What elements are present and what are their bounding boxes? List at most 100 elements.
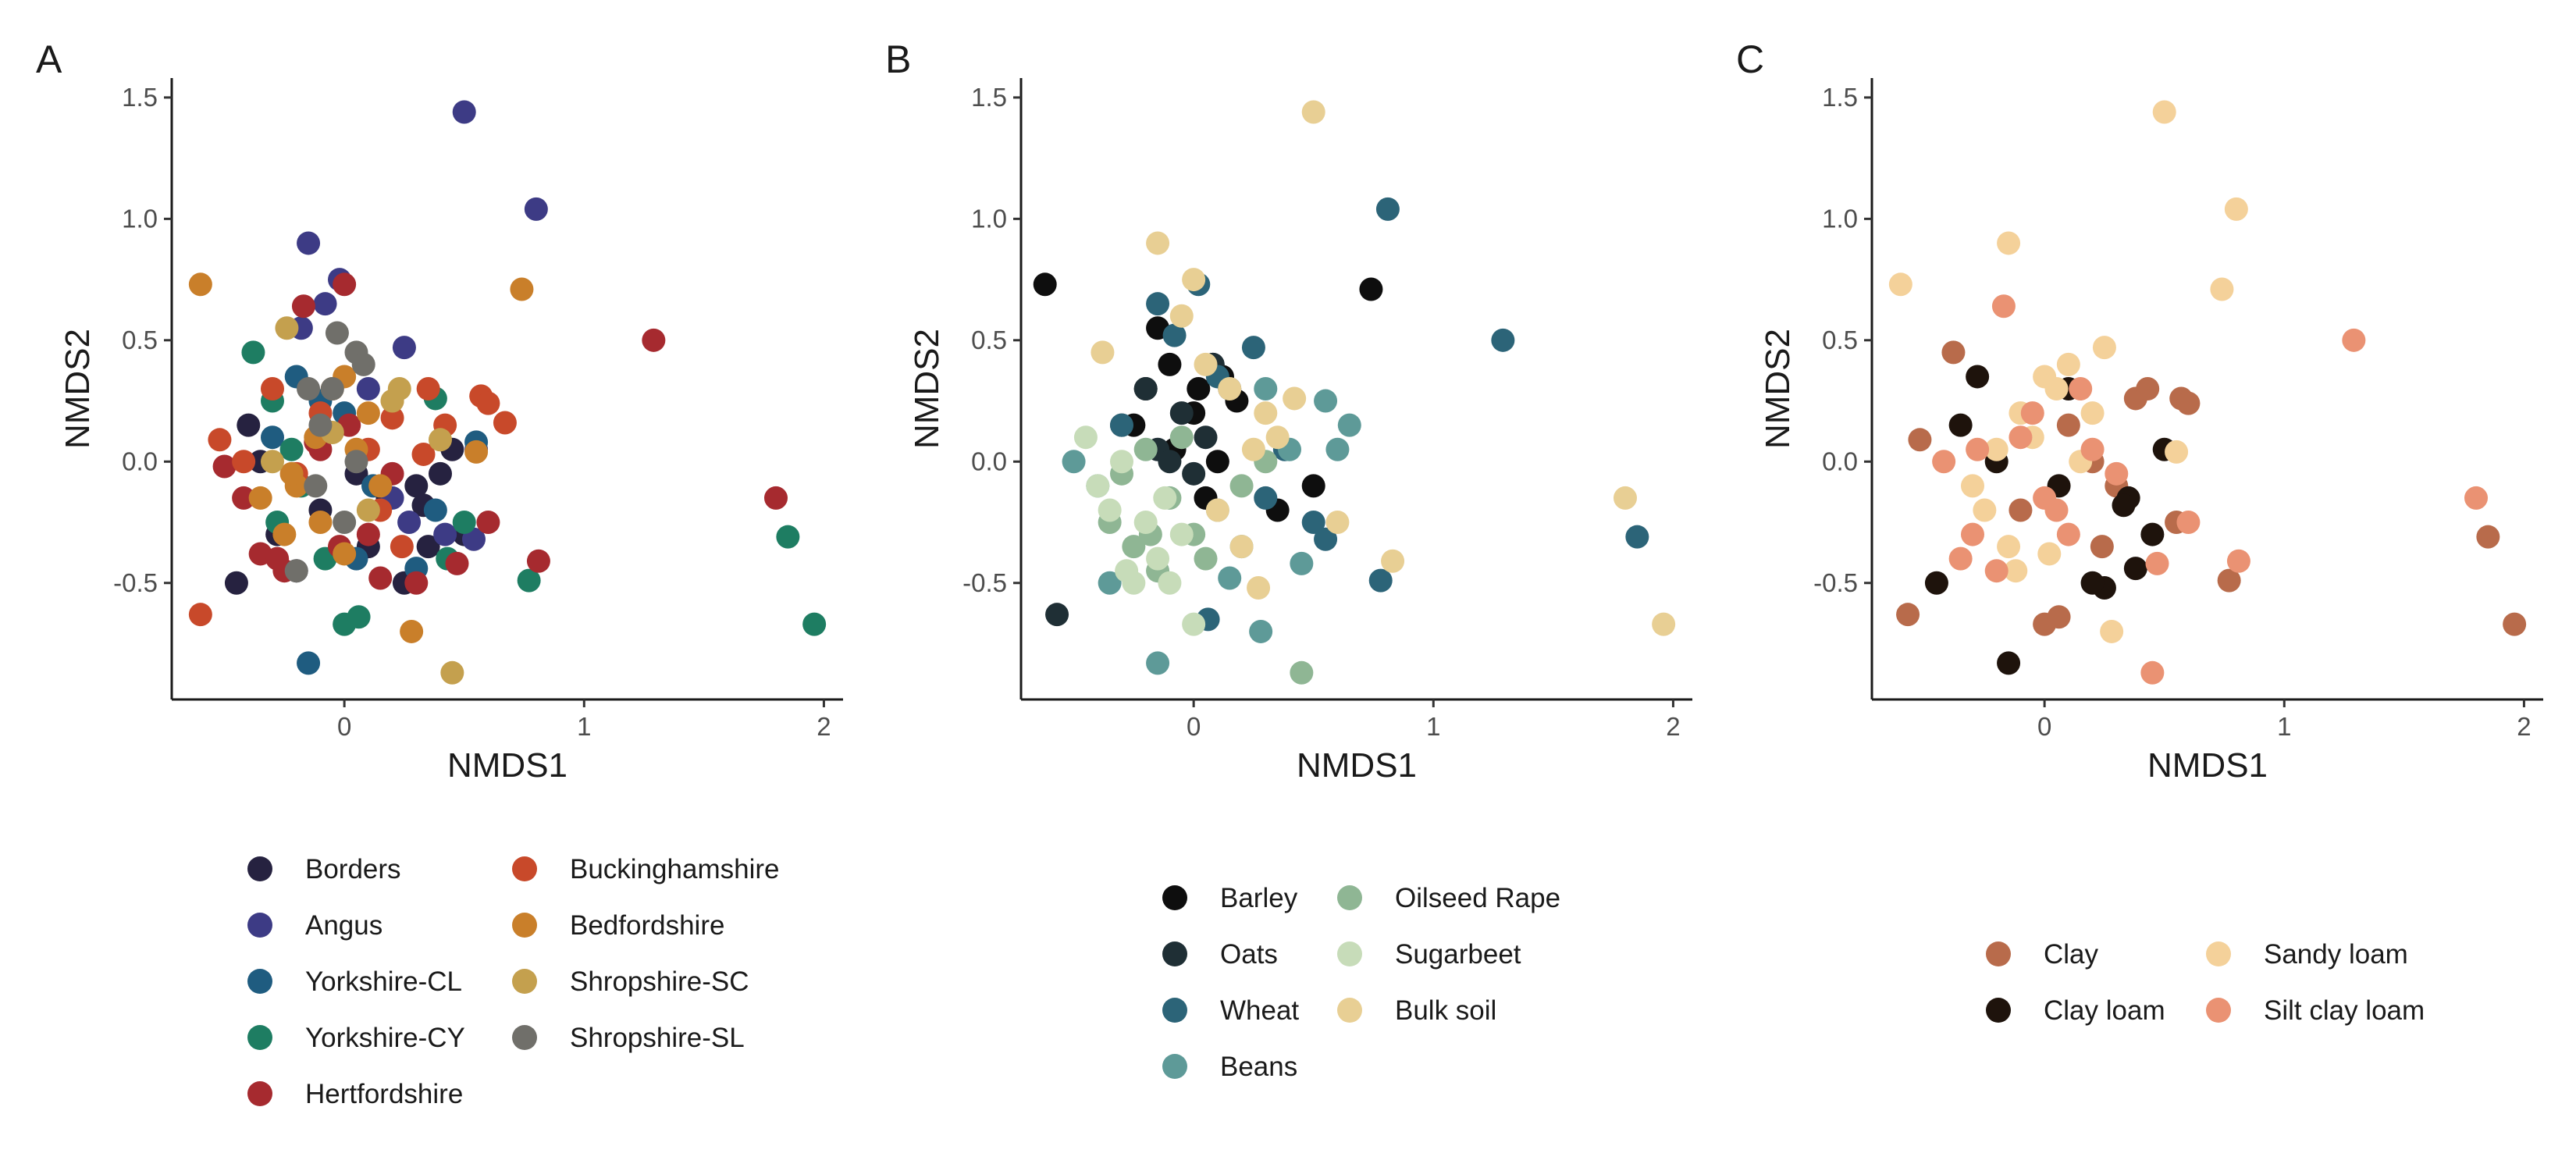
data-point bbox=[2056, 522, 2080, 546]
legend-item: Hertfordshire bbox=[247, 1079, 463, 1109]
y-tick-label: 0.0 bbox=[122, 447, 158, 475]
y-tick-label: 0.5 bbox=[971, 326, 1007, 354]
data-point bbox=[1045, 603, 1069, 627]
data-point bbox=[1359, 277, 1383, 301]
legend: Clay Clay loam Sandy loam Silt clay loam bbox=[1986, 939, 2425, 1026]
data-point bbox=[2140, 522, 2165, 546]
x-tick-label: 1 bbox=[1426, 712, 1440, 741]
data-point bbox=[1146, 651, 1170, 675]
legend-swatch bbox=[2206, 998, 2231, 1023]
data-point bbox=[261, 425, 284, 450]
data-point bbox=[1908, 428, 1932, 452]
data-point bbox=[1110, 413, 1133, 437]
data-point bbox=[1098, 498, 1122, 522]
data-point bbox=[416, 535, 440, 559]
legend-label: Yorkshire-CY bbox=[305, 1023, 465, 1053]
data-point bbox=[526, 549, 550, 573]
data-point bbox=[272, 522, 297, 546]
x-tick-label: 2 bbox=[817, 712, 831, 741]
data-point bbox=[2020, 401, 2044, 425]
data-point bbox=[1375, 197, 1400, 221]
data-point bbox=[224, 571, 248, 595]
data-point bbox=[510, 277, 534, 301]
legend-swatch bbox=[247, 1081, 272, 1106]
data-point bbox=[333, 542, 357, 566]
data-point bbox=[1984, 559, 2008, 583]
data-point bbox=[2092, 336, 2116, 360]
data-point bbox=[2080, 401, 2105, 425]
data-point bbox=[1301, 100, 1325, 124]
y-tick-label: 1.0 bbox=[122, 204, 158, 233]
data-point bbox=[1194, 425, 1218, 450]
data-point bbox=[297, 377, 321, 400]
data-point bbox=[2056, 413, 2080, 437]
legend-label: Oats bbox=[1220, 939, 1278, 970]
data-point bbox=[325, 321, 349, 345]
legend-label: Oilseed Rape bbox=[1395, 883, 1560, 913]
legend-item: Shropshire-SL bbox=[512, 1023, 745, 1053]
legend-swatch bbox=[512, 856, 537, 881]
panel-letter: A bbox=[36, 37, 62, 81]
data-point bbox=[1153, 486, 1177, 510]
data-point bbox=[440, 660, 464, 685]
data-point bbox=[404, 571, 429, 595]
x-axis-title: NMDS1 bbox=[447, 746, 568, 785]
x-tick-label: 1 bbox=[577, 712, 591, 741]
x-tick-label: 2 bbox=[1666, 712, 1680, 741]
data-point bbox=[188, 272, 212, 297]
data-point bbox=[2123, 557, 2147, 581]
legend-label: Buckinghamshire bbox=[570, 854, 779, 884]
data-point bbox=[1991, 294, 2016, 319]
y-tick-label: -0.5 bbox=[113, 568, 158, 597]
legend-label: Silt clay loam bbox=[2264, 995, 2425, 1026]
y-tick-label: 1.0 bbox=[971, 204, 1007, 233]
data-point bbox=[380, 389, 404, 413]
data-point bbox=[462, 527, 486, 551]
data-point bbox=[1086, 474, 1110, 498]
legend-label: Sugarbeet bbox=[1395, 939, 1521, 970]
data-point bbox=[1146, 231, 1170, 255]
data-point bbox=[275, 316, 299, 340]
data-point bbox=[1158, 571, 1182, 595]
data-point bbox=[344, 450, 368, 474]
data-point bbox=[2080, 571, 2105, 595]
data-point bbox=[452, 511, 476, 535]
legend-label: Sandy loam bbox=[2264, 939, 2408, 970]
data-point bbox=[1966, 365, 1990, 389]
data-point bbox=[452, 100, 476, 124]
data-point bbox=[261, 450, 284, 474]
legend-swatch bbox=[247, 856, 272, 881]
data-point bbox=[2100, 619, 2124, 643]
legend-swatch bbox=[1162, 941, 1187, 966]
legend-label: Borders bbox=[305, 854, 401, 884]
data-point bbox=[1337, 413, 1361, 437]
legend-swatch bbox=[247, 969, 272, 994]
data-point bbox=[1229, 474, 1254, 498]
x-tick-label: 0 bbox=[2037, 712, 2051, 741]
data-point bbox=[347, 605, 371, 629]
data-point bbox=[2140, 660, 2165, 685]
data-point bbox=[493, 411, 517, 435]
data-point bbox=[232, 486, 256, 510]
legend-item: Oats bbox=[1162, 939, 1278, 970]
data-point bbox=[2056, 352, 2080, 376]
legend-swatch bbox=[1337, 941, 1362, 966]
data-point bbox=[1325, 511, 1350, 535]
legend-label: Bulk soil bbox=[1395, 995, 1496, 1026]
legend-item: Oilseed Rape bbox=[1337, 883, 1560, 913]
legend-item: Yorkshire-CL bbox=[247, 966, 462, 997]
data-point bbox=[423, 498, 447, 522]
data-point bbox=[2037, 542, 2062, 566]
legend-swatch bbox=[247, 913, 272, 938]
y-axis-title: NMDS2 bbox=[59, 329, 97, 449]
y-tick-label: 0.0 bbox=[1822, 447, 1858, 475]
data-point bbox=[1381, 549, 1405, 573]
data-point bbox=[429, 428, 452, 452]
data-point bbox=[2112, 493, 2136, 518]
legend-swatch bbox=[247, 1025, 272, 1050]
y-tick-label: -0.5 bbox=[1813, 568, 1858, 597]
data-point bbox=[433, 522, 457, 546]
data-point bbox=[476, 511, 500, 535]
y-tick-label: 1.5 bbox=[1822, 83, 1858, 112]
panel-b: B -0.5 0.0 0.5 1.0 1.5 0 1 2 NMDS1 NMDS2 Barley Oats… bbox=[885, 37, 1692, 1082]
